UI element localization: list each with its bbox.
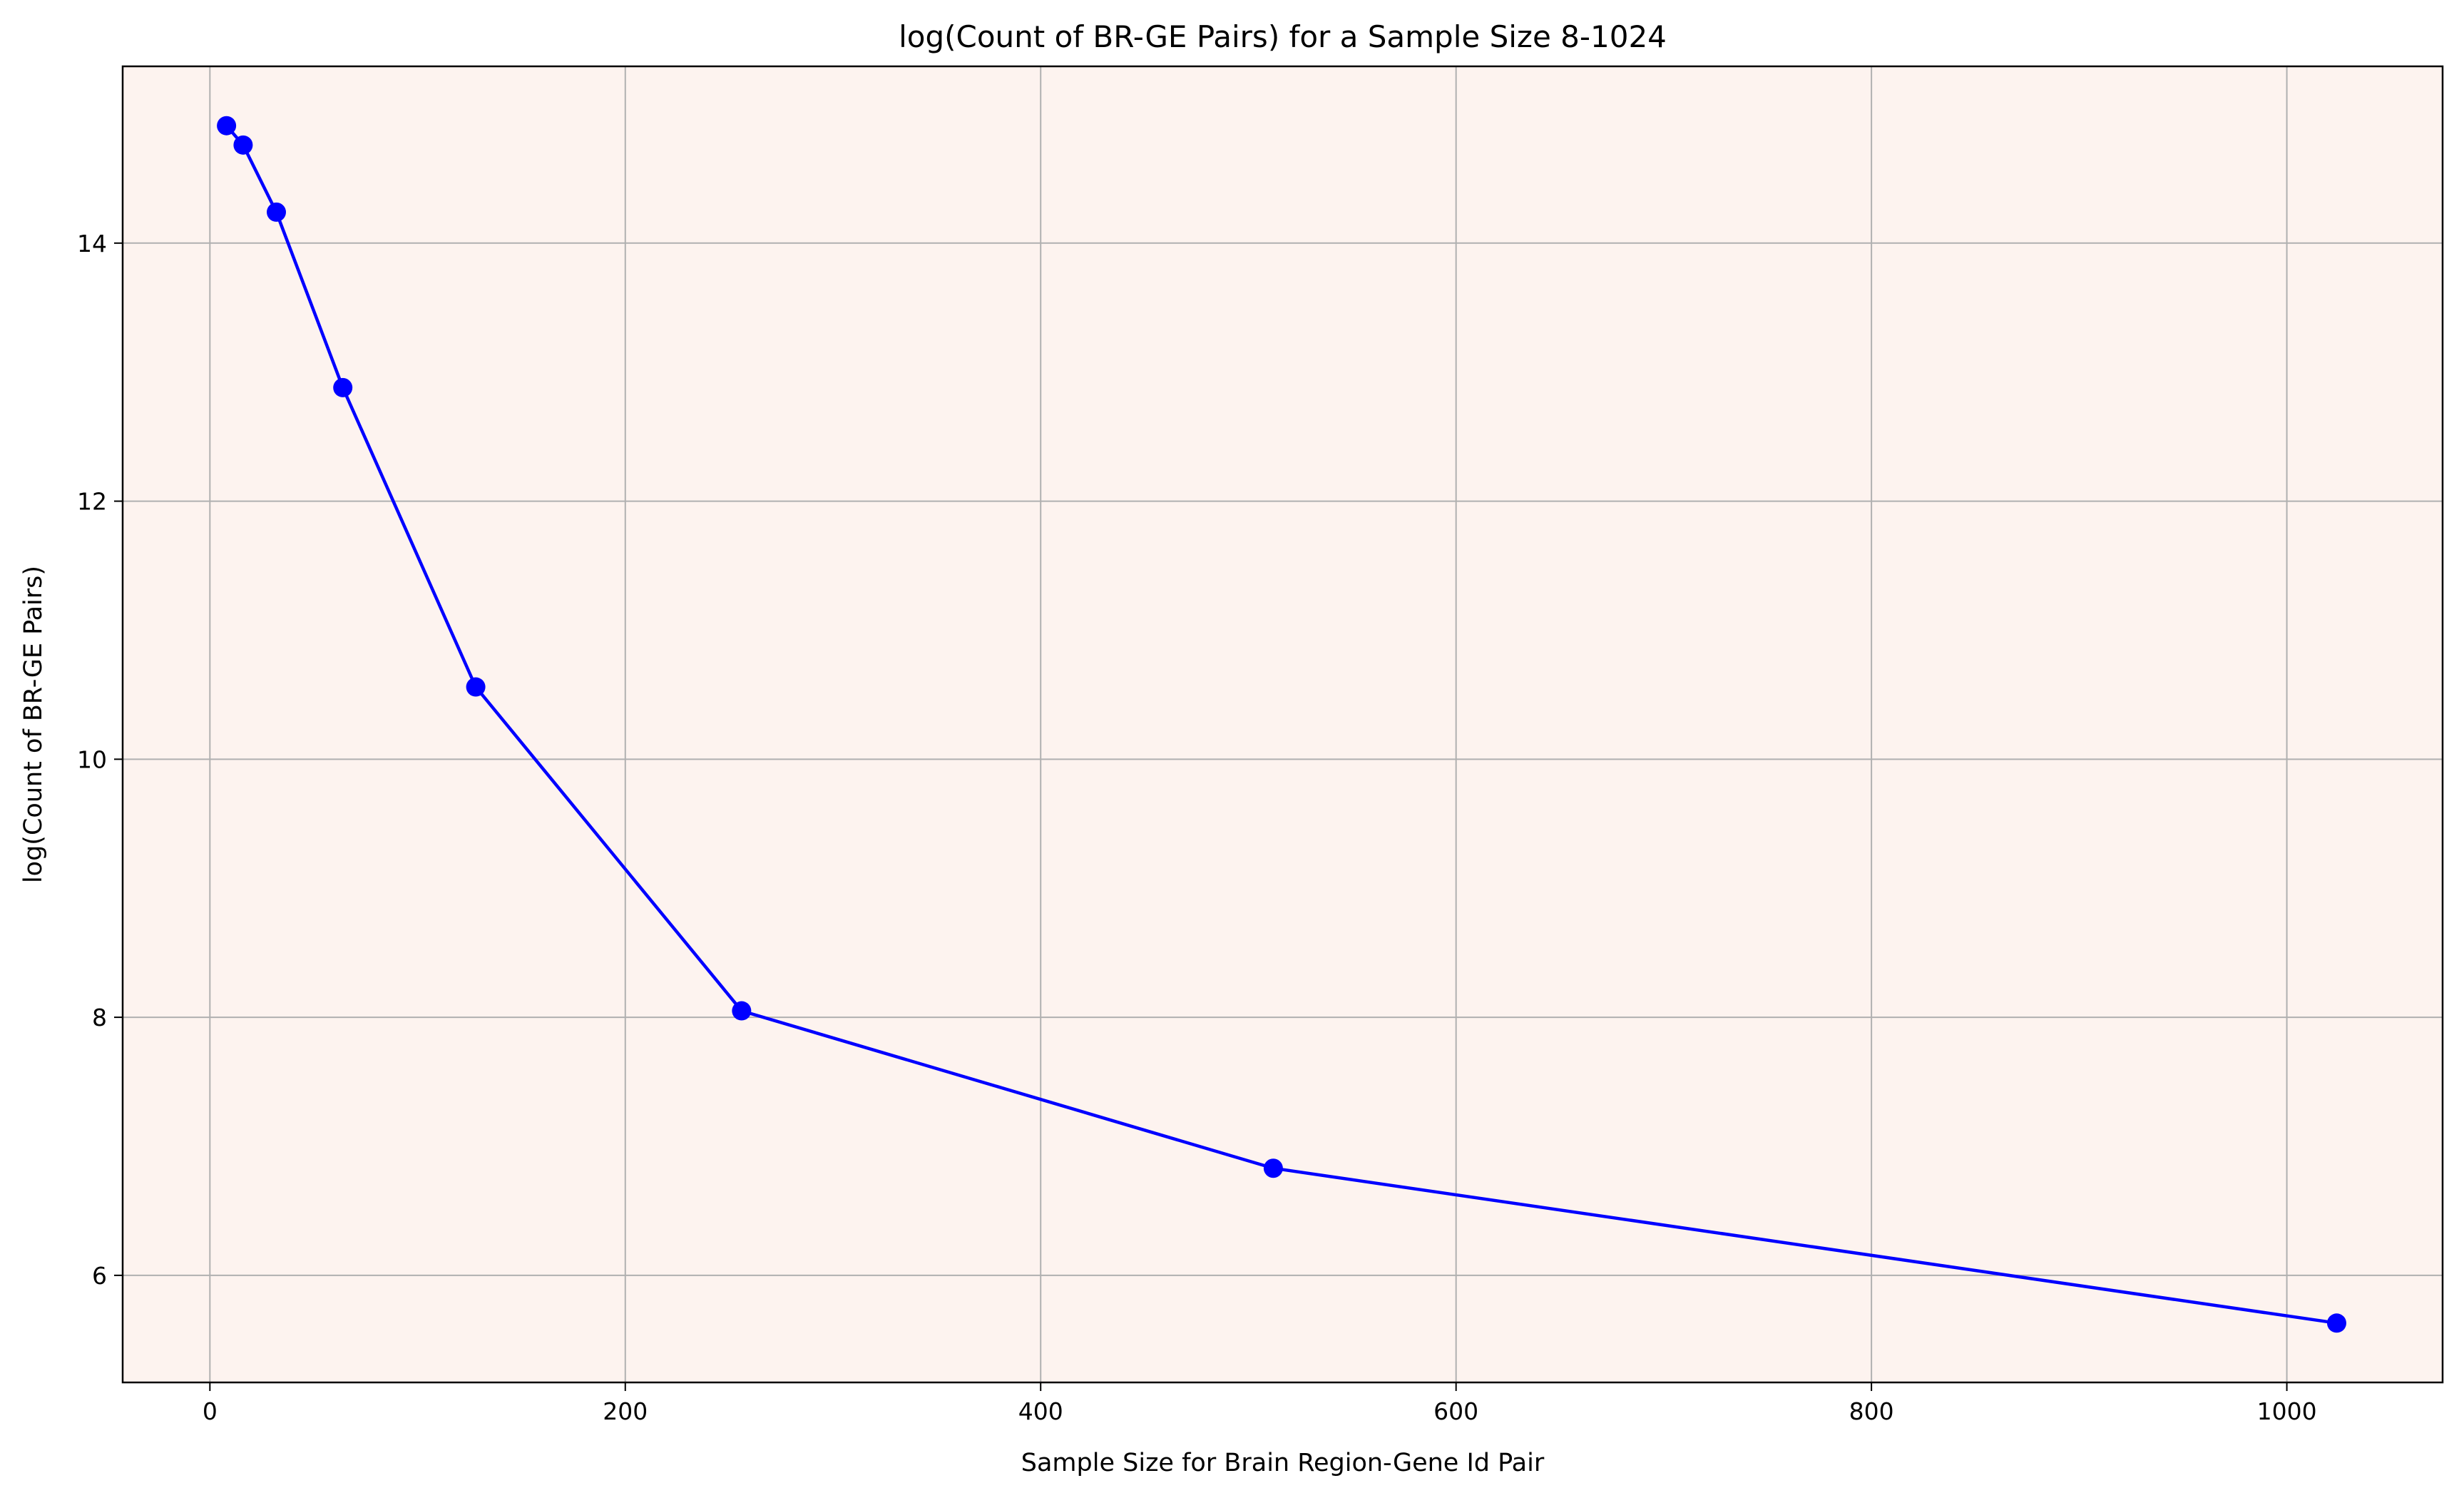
data-point bbox=[217, 116, 237, 136]
chart-title: log(Count of BR-GE Pairs) for a Sample S… bbox=[899, 19, 1667, 54]
y-axis-ticks: 6 8 10 12 14 bbox=[77, 230, 123, 1290]
data-point bbox=[732, 1001, 752, 1021]
data-point bbox=[267, 202, 287, 222]
y-axis-label: log(Count of BR-GE Pairs) bbox=[19, 566, 48, 883]
y-tick-label: 14 bbox=[77, 230, 107, 258]
x-tick-label: 0 bbox=[203, 1397, 218, 1425]
x-axis-label: Sample Size for Brain Region-Gene Id Pai… bbox=[1021, 1449, 1545, 1477]
series-layer bbox=[217, 116, 2346, 1333]
y-tick-label: 6 bbox=[92, 1262, 107, 1290]
x-tick-label: 1000 bbox=[2257, 1397, 2317, 1425]
data-point bbox=[333, 377, 353, 397]
gridlines bbox=[123, 66, 2443, 1382]
data-point bbox=[1263, 1158, 1283, 1178]
plot-frame bbox=[121, 65, 2444, 1384]
y-tick-label: 10 bbox=[77, 745, 107, 773]
y-tick-label: 8 bbox=[92, 1004, 107, 1031]
x-axis-ticks: 0 200 400 600 800 1000 bbox=[203, 1382, 2317, 1425]
x-tick-label: 400 bbox=[1018, 1397, 1063, 1425]
x-tick-label: 800 bbox=[1849, 1397, 1894, 1425]
data-point bbox=[2326, 1313, 2346, 1333]
x-tick-label: 200 bbox=[603, 1397, 648, 1425]
series-line bbox=[225, 124, 2337, 1325]
y-tick-label: 12 bbox=[77, 488, 107, 516]
data-point bbox=[233, 135, 253, 155]
data-point bbox=[466, 677, 486, 697]
x-tick-label: 600 bbox=[1433, 1397, 1478, 1425]
plot-area bbox=[123, 66, 2443, 1382]
